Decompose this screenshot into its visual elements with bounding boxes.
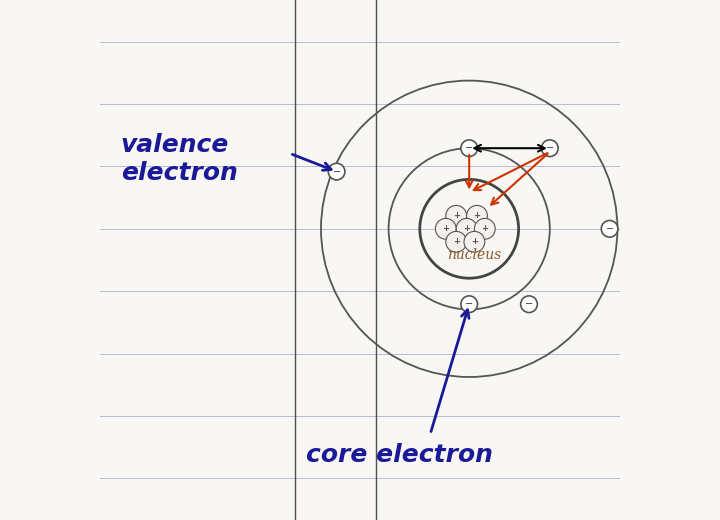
Text: +: + — [453, 211, 459, 220]
Text: +: + — [474, 211, 480, 220]
Text: −: − — [546, 143, 554, 153]
Text: +: + — [453, 237, 459, 246]
Text: +: + — [481, 224, 488, 233]
Text: −: − — [465, 299, 473, 309]
Circle shape — [464, 231, 485, 252]
Circle shape — [541, 140, 558, 157]
Circle shape — [521, 296, 537, 313]
Text: −: − — [333, 166, 341, 177]
Circle shape — [474, 218, 495, 239]
Text: +: + — [471, 237, 478, 246]
Circle shape — [446, 205, 467, 226]
Text: +: + — [463, 224, 470, 233]
Circle shape — [436, 218, 456, 239]
Circle shape — [328, 163, 345, 180]
Text: valence
electron: valence electron — [121, 133, 238, 185]
Text: core electron: core electron — [305, 443, 492, 467]
Circle shape — [467, 205, 487, 226]
Text: nucleus: nucleus — [447, 248, 502, 262]
Text: −: − — [465, 143, 473, 153]
Circle shape — [461, 140, 477, 157]
Circle shape — [601, 220, 618, 237]
Text: +: + — [442, 224, 449, 233]
Text: −: − — [606, 224, 613, 234]
Circle shape — [446, 231, 467, 252]
Text: −: − — [525, 299, 533, 309]
Circle shape — [461, 296, 477, 313]
Circle shape — [456, 218, 477, 239]
